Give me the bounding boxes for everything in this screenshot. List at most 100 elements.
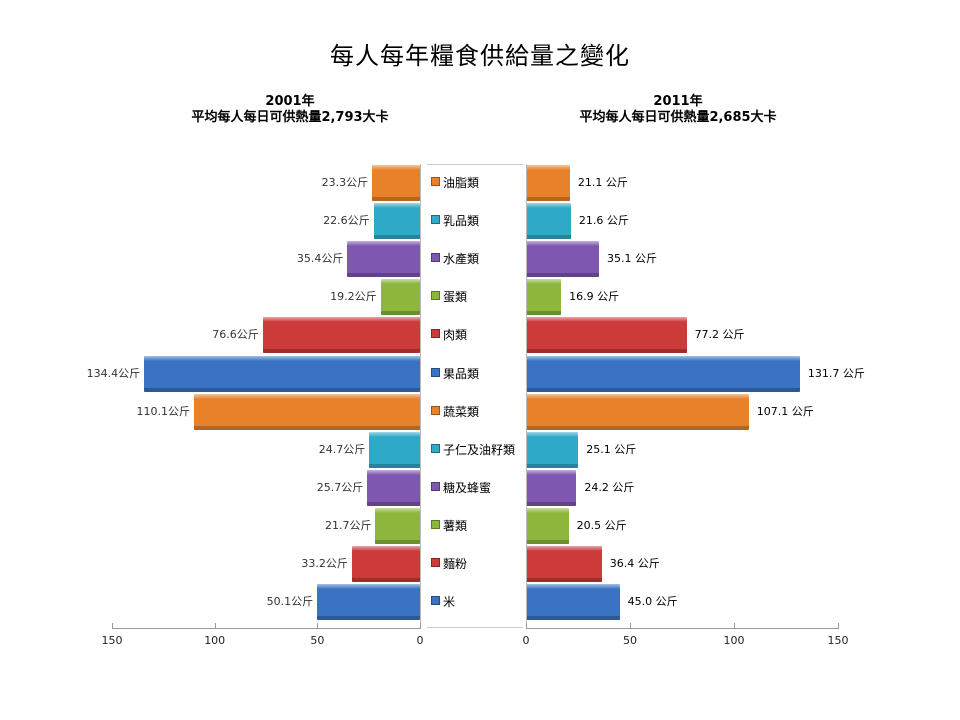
legend-label: 米 <box>443 595 456 610</box>
legend-label: 子仁及油籽類 <box>443 442 516 457</box>
legend-label: 水產類 <box>443 252 480 267</box>
left-axis-tick <box>214 623 216 629</box>
value-label-2011: 36.4 公斤 <box>609 557 660 570</box>
left-panel-year: 2001年 <box>265 94 315 109</box>
legend-swatch-icon <box>431 596 440 606</box>
legend-item: 乳品類 <box>431 213 479 229</box>
value-label-2001: 110.1公斤 <box>136 404 190 418</box>
value-label-2011: 77.2 公斤 <box>694 328 745 342</box>
bar-2011-10 <box>526 546 602 582</box>
bar-2001-9 <box>375 507 420 544</box>
bar-2001-2 <box>347 241 420 278</box>
value-label-2001: 21.7公斤 <box>324 518 372 532</box>
legend-swatch-icon <box>431 519 440 529</box>
legend-item: 糖及蜂蜜 <box>431 480 491 496</box>
value-label-2011: 21.6 公斤 <box>578 214 629 228</box>
bar-2011-2 <box>526 241 599 278</box>
bar-2011-4 <box>526 317 687 354</box>
bar-2011-5 <box>526 355 800 392</box>
right-axis-tick <box>838 623 839 629</box>
bar-2011-1 <box>526 203 571 240</box>
right-panel-year: 2011年 <box>653 94 703 109</box>
legend-swatch-icon <box>431 405 440 415</box>
left-axis-tick-label: 0 <box>416 634 424 647</box>
right-axis-tick <box>630 623 631 629</box>
value-label-2001: 22.6公斤 <box>323 214 370 228</box>
right-axis-tick-label: 50 <box>623 634 637 647</box>
legend-label: 糖及蜂蜜 <box>443 480 492 495</box>
bar-2011-0 <box>526 165 570 201</box>
bar-2001-1 <box>373 203 421 240</box>
bar-2001-10 <box>351 546 421 582</box>
left-axis-tick-label: 150 <box>101 634 123 647</box>
legend-item: 米 <box>431 594 455 610</box>
right-zero-line <box>526 164 527 628</box>
value-label-2001: 25.7公斤 <box>316 480 364 494</box>
value-label-2011: 21.1 公斤 <box>577 176 628 189</box>
legend <box>427 164 523 628</box>
legend-item: 薯類 <box>431 518 467 534</box>
value-label-2011: 16.9 公斤 <box>569 290 620 304</box>
value-label-2011: 35.1 公斤 <box>607 252 657 266</box>
value-label-2011: 25.1 公斤 <box>586 442 637 456</box>
value-label-2001: 76.6公斤 <box>212 328 259 342</box>
legend-label: 乳品類 <box>443 214 480 229</box>
legend-item: 水產類 <box>431 251 479 267</box>
legend-swatch-icon <box>431 177 440 186</box>
legend-label: 麵粉 <box>443 557 468 571</box>
bar-2011-11 <box>526 584 620 621</box>
right-panel-subtitle: 平均每人每日可供熱量2,685大卡 <box>579 110 777 125</box>
legend-swatch-icon <box>431 558 440 567</box>
legend-swatch-icon <box>431 443 440 453</box>
right-panel-header: 2011年 平均每人每日可供熱量2,685大卡 <box>548 94 808 126</box>
value-label-2001: 24.7公斤 <box>318 442 366 456</box>
bar-2001-7 <box>369 431 420 468</box>
bar-2011-6 <box>526 393 749 430</box>
value-label-2011: 107.1 公斤 <box>756 404 814 418</box>
bar-2001-6 <box>193 393 421 430</box>
legend-item: 蔬菜類 <box>431 404 479 420</box>
legend-label: 果品類 <box>443 366 480 381</box>
value-label-2001: 19.2公斤 <box>330 290 377 304</box>
value-label-2001: 33.2公斤 <box>301 557 348 570</box>
right-axis-tick <box>734 623 735 629</box>
bar-2001-3 <box>380 279 421 316</box>
left-axis-tick <box>420 623 421 629</box>
value-label-2011: 45.0 公斤 <box>627 595 678 609</box>
value-label-2001: 23.3公斤 <box>321 176 369 189</box>
value-label-2001: 134.4公斤 <box>86 366 141 380</box>
left-axis-tick-label: 50 <box>310 634 325 647</box>
legend-item: 果品類 <box>431 366 479 382</box>
right-x-axis <box>526 628 839 629</box>
left-axis-tick-label: 100 <box>204 634 226 647</box>
value-label-2001: 35.4公斤 <box>296 252 344 266</box>
left-zero-line <box>420 164 421 628</box>
value-label-2011: 131.7 公斤 <box>807 366 865 380</box>
legend-swatch-icon <box>431 291 440 301</box>
right-axis-tick-label: 0 <box>522 634 530 647</box>
value-label-2011: 24.2 公斤 <box>584 480 635 494</box>
legend-label: 肉類 <box>443 328 468 343</box>
legend-item: 子仁及油籽類 <box>431 442 515 458</box>
legend-item: 肉類 <box>431 327 467 343</box>
bar-2011-8 <box>526 469 577 506</box>
bar-2011-9 <box>526 507 569 544</box>
bar-2001-8 <box>367 469 420 506</box>
right-axis-tick-label: 100 <box>723 634 745 647</box>
right-axis-tick <box>526 623 527 629</box>
bar-2001-4 <box>262 317 421 354</box>
legend-label: 蔬菜類 <box>443 404 480 419</box>
bar-2001-11 <box>317 584 420 621</box>
legend-label: 薯類 <box>443 518 468 533</box>
legend-item: 油脂類 <box>431 175 479 191</box>
legend-swatch-icon <box>431 367 440 377</box>
left-axis-tick <box>112 623 114 629</box>
chart-title: 每人每年糧食供給量之變化 <box>330 42 630 70</box>
legend-item: 麵粉 <box>431 556 467 572</box>
legend-swatch-icon <box>431 253 440 263</box>
right-axis-tick-label: 150 <box>827 634 849 647</box>
legend-label: 油脂類 <box>443 176 480 190</box>
left-panel-subtitle: 平均每人每日可供熱量2,793大卡 <box>191 110 389 125</box>
value-label-2011: 20.5 公斤 <box>576 518 627 532</box>
bar-2001-0 <box>372 165 420 201</box>
